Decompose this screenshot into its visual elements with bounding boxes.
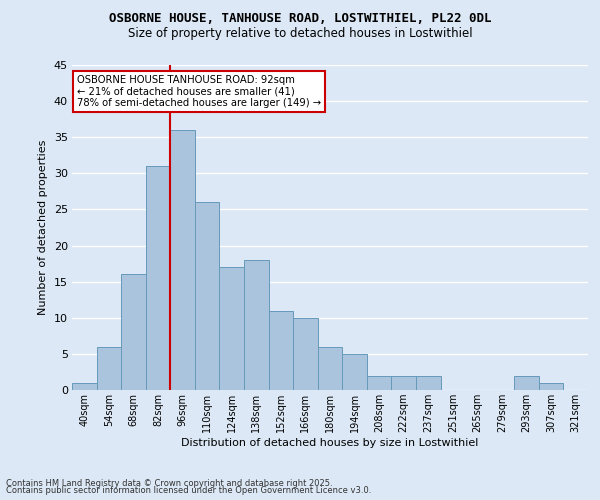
X-axis label: Distribution of detached houses by size in Lostwithiel: Distribution of detached houses by size … [181,438,479,448]
Bar [391,376,416,390]
Bar [97,346,121,390]
Bar [121,274,146,390]
Text: OSBORNE HOUSE TANHOUSE ROAD: 92sqm
← 21% of detached houses are smaller (41)
78%: OSBORNE HOUSE TANHOUSE ROAD: 92sqm ← 21%… [77,74,321,108]
Bar [293,318,318,390]
Text: OSBORNE HOUSE, TANHOUSE ROAD, LOSTWITHIEL, PL22 0DL: OSBORNE HOUSE, TANHOUSE ROAD, LOSTWITHIE… [109,12,491,26]
Bar [416,376,440,390]
Bar [244,260,269,390]
Y-axis label: Number of detached properties: Number of detached properties [38,140,48,315]
Text: Size of property relative to detached houses in Lostwithiel: Size of property relative to detached ho… [128,28,472,40]
Bar [195,202,220,390]
Text: Contains public sector information licensed under the Open Government Licence v3: Contains public sector information licen… [6,486,371,495]
Bar [269,310,293,390]
Bar [220,267,244,390]
Bar [170,130,195,390]
Bar [539,383,563,390]
Bar [72,383,97,390]
Text: Contains HM Land Registry data © Crown copyright and database right 2025.: Contains HM Land Registry data © Crown c… [6,478,332,488]
Bar [514,376,539,390]
Bar [146,166,170,390]
Bar [367,376,391,390]
Bar [318,346,342,390]
Bar [342,354,367,390]
